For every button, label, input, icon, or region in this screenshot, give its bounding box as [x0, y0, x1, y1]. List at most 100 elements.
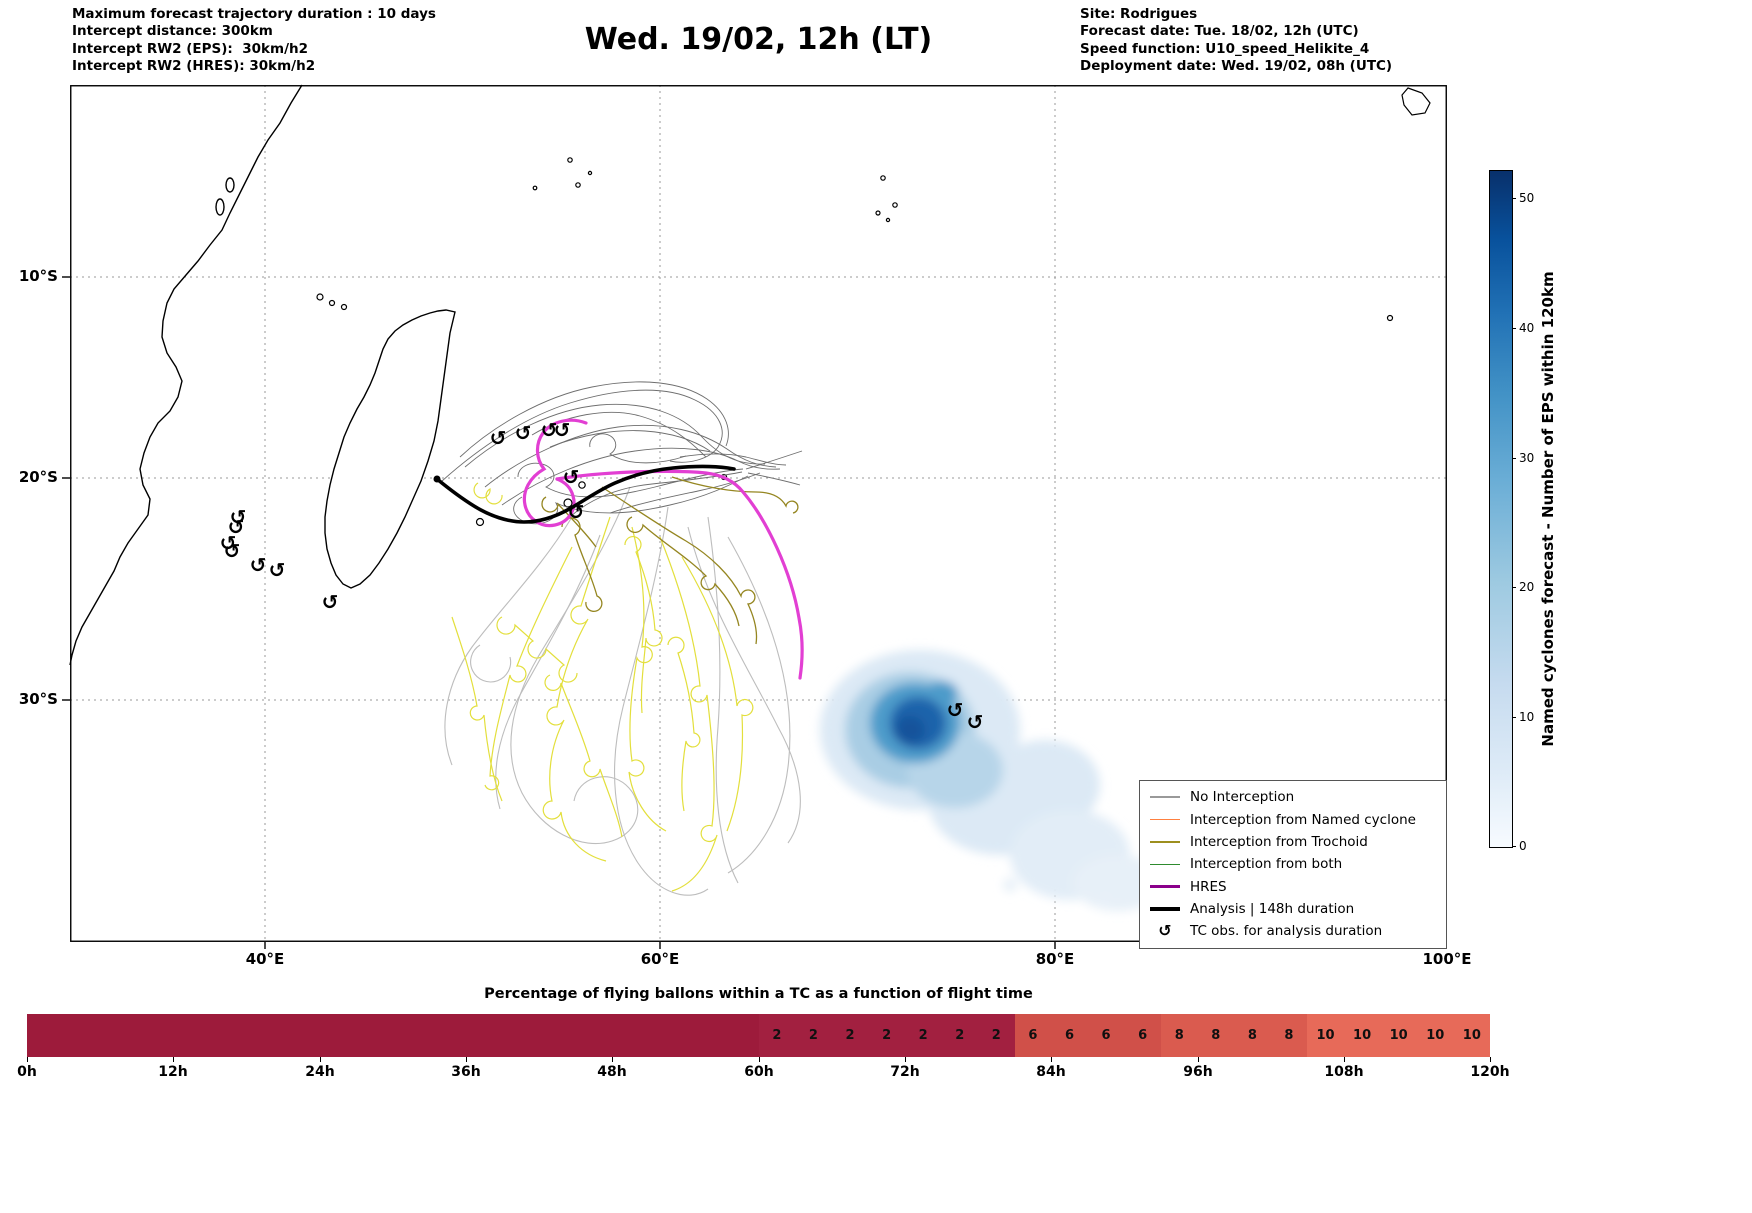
- bar-segment: [648, 1014, 686, 1057]
- x-tick-60e: 60°E: [640, 950, 680, 968]
- bar-segment: [685, 1014, 722, 1057]
- bar-xtick-0h: 0h: [17, 1064, 37, 1080]
- bar-tickmark: [320, 1057, 321, 1062]
- bar-xtick-120h: 120h: [1470, 1064, 1510, 1080]
- colorbar-label: Named cyclones forecast - Number of EPS …: [1539, 271, 1557, 747]
- legend-item-no-interception: No Interception: [1140, 786, 1446, 808]
- legend-label: Interception from Named cyclone: [1190, 811, 1416, 828]
- x-tick-100e: 100°E: [1422, 950, 1472, 968]
- bar-tickmark: [612, 1057, 613, 1062]
- bar-segment: 10: [1416, 1014, 1454, 1057]
- colorbar-tick-40: 40: [1519, 321, 1535, 335]
- legend-label: Interception from Trochoid: [1190, 833, 1368, 850]
- green-line-swatch: [1150, 863, 1180, 866]
- bar-segment: [27, 1014, 64, 1057]
- map-legend: No Interception Interception from Named …: [1139, 780, 1447, 949]
- flight-time-bar: 2 2 2 2 2 2 2 6 6 6 6 8 8 8 8 10 10 10 10 10: [27, 1014, 1491, 1057]
- bar-segment: [319, 1014, 357, 1057]
- bar-xtick-48h: 48h: [597, 1064, 627, 1080]
- bar-segment: 2: [868, 1014, 905, 1057]
- header-right-line: Site: Rodrigues: [1080, 6, 1198, 22]
- bar-segment: 10: [1453, 1014, 1491, 1057]
- svg-text:↺: ↺: [220, 531, 237, 555]
- no-interception-tracks: [441, 381, 803, 525]
- trochoid-tracks-olive: [541, 476, 799, 645]
- bar-segment: [100, 1014, 137, 1057]
- bar-segment: [283, 1014, 320, 1057]
- svg-text:↺: ↺: [250, 553, 267, 577]
- legend-label: HRES: [1190, 878, 1227, 895]
- bar-xtick-72h: 72h: [890, 1064, 920, 1080]
- colorbar: 0 10 20 30 40 50: [1489, 170, 1534, 853]
- svg-text:↺: ↺: [228, 515, 245, 539]
- map-plot: ↺ ↺ ↺ ↺ ↺ ↺ ↺ ↺ ↺ ↺ ↺ ↺ ↺ ↺ ↺: [62, 84, 1447, 949]
- trochoid-tracks-yellow: [451, 482, 754, 892]
- hres-track: [522, 418, 804, 680]
- header-left-line: Intercept RW2 (EPS): 30km/h2: [72, 40, 308, 57]
- bar-segment: [246, 1014, 284, 1057]
- legend-item-hres: HRES: [1140, 876, 1446, 898]
- bar-tickmark: [1198, 1057, 1199, 1062]
- black-line-swatch: [1150, 907, 1180, 911]
- bar-segment: 6: [1087, 1014, 1125, 1057]
- tc-obs-icon: ↺: [1158, 921, 1172, 941]
- bar-xtick-84h: 84h: [1036, 1064, 1066, 1080]
- bar-segment: 2: [795, 1014, 832, 1057]
- svg-text:↺: ↺: [230, 505, 247, 529]
- madagascar: [324, 309, 456, 589]
- bar-segment: [63, 1014, 101, 1057]
- colorbar-tickmark: [1512, 587, 1516, 588]
- bar-segment: [575, 1014, 613, 1057]
- bar-segment: 6: [1051, 1014, 1088, 1057]
- bar-segment: 2: [978, 1014, 1015, 1057]
- bar-segment: 10: [1307, 1014, 1344, 1057]
- colorbar-tick-50: 50: [1519, 191, 1535, 205]
- svg-text:↺: ↺: [515, 421, 532, 445]
- x-tick-80e: 80°E: [1035, 950, 1075, 968]
- bar-segment: [356, 1014, 393, 1057]
- svg-text:↺: ↺: [269, 558, 286, 582]
- small-islands: [316, 87, 1431, 527]
- legend-item-tc-obs: ↺ TC obs. for analysis duration: [1140, 920, 1446, 942]
- bar-segment: 8: [1197, 1014, 1235, 1057]
- bar-segment: [612, 1014, 649, 1057]
- svg-text:↺: ↺: [563, 465, 580, 489]
- colorbar-tick-10: 10: [1519, 710, 1535, 724]
- header-left-line: Intercept RW2 (HRES): 30km/h2: [72, 57, 316, 74]
- bar-xtick-24h: 24h: [305, 1064, 335, 1080]
- colorbar-tick-0: 0: [1519, 839, 1527, 853]
- bar-tickmark: [1344, 1057, 1345, 1062]
- svg-text:↺: ↺: [322, 590, 339, 614]
- bar-segment: 2: [941, 1014, 979, 1057]
- y-tick-30s: 30°S: [18, 690, 58, 708]
- bar-segment: 6: [1124, 1014, 1161, 1057]
- header-right-line: Forecast date: Tue. 18/02, 12h (UTC): [1080, 23, 1359, 40]
- olive-line-swatch: [1150, 841, 1180, 843]
- tc-obs-icon: ↺ ↺ ↺ ↺ ↺ ↺ ↺ ↺ ↺ ↺ ↺ ↺ ↺ ↺ ↺: [220, 418, 984, 734]
- africa-coastline: [69, 84, 303, 666]
- bar-segment: 8: [1234, 1014, 1271, 1057]
- eps-density-blob: [820, 650, 1163, 911]
- bar-segment: [136, 1014, 174, 1057]
- bar-segment: [465, 1014, 503, 1057]
- bar-segment: 2: [758, 1014, 796, 1057]
- orange-line-swatch: [1150, 818, 1180, 821]
- flight-bar-title: Percentage of flying ballons within a TC…: [484, 986, 1033, 1002]
- bar-segment: 8: [1270, 1014, 1308, 1057]
- header-right-line: Speed function: U10_speed_Helikite_4: [1080, 40, 1370, 57]
- legend-item-named-cyclone: Interception from Named cyclone: [1140, 808, 1446, 830]
- bar-tickmark: [27, 1057, 28, 1062]
- bar-xtick-12h: 12h: [158, 1064, 188, 1080]
- bar-segment: 8: [1160, 1014, 1198, 1057]
- bar-segment: [502, 1014, 540, 1057]
- colorbar-tickmark: [1512, 198, 1516, 199]
- y-tick-10s: 10°S: [18, 267, 58, 285]
- svg-text:↺: ↺: [967, 710, 984, 734]
- bar-xtick-96h: 96h: [1183, 1064, 1213, 1080]
- header-left-line: Maximum forecast trajectory duration : 1…: [72, 6, 436, 22]
- legend-item-analysis: Analysis | 148h duration: [1140, 898, 1446, 920]
- bar-tickmark: [1490, 1057, 1491, 1062]
- header-right: Site: Rodrigues Forecast date: Tue. 18/0…: [1080, 6, 1392, 75]
- x-tick-40e: 40°E: [245, 950, 285, 968]
